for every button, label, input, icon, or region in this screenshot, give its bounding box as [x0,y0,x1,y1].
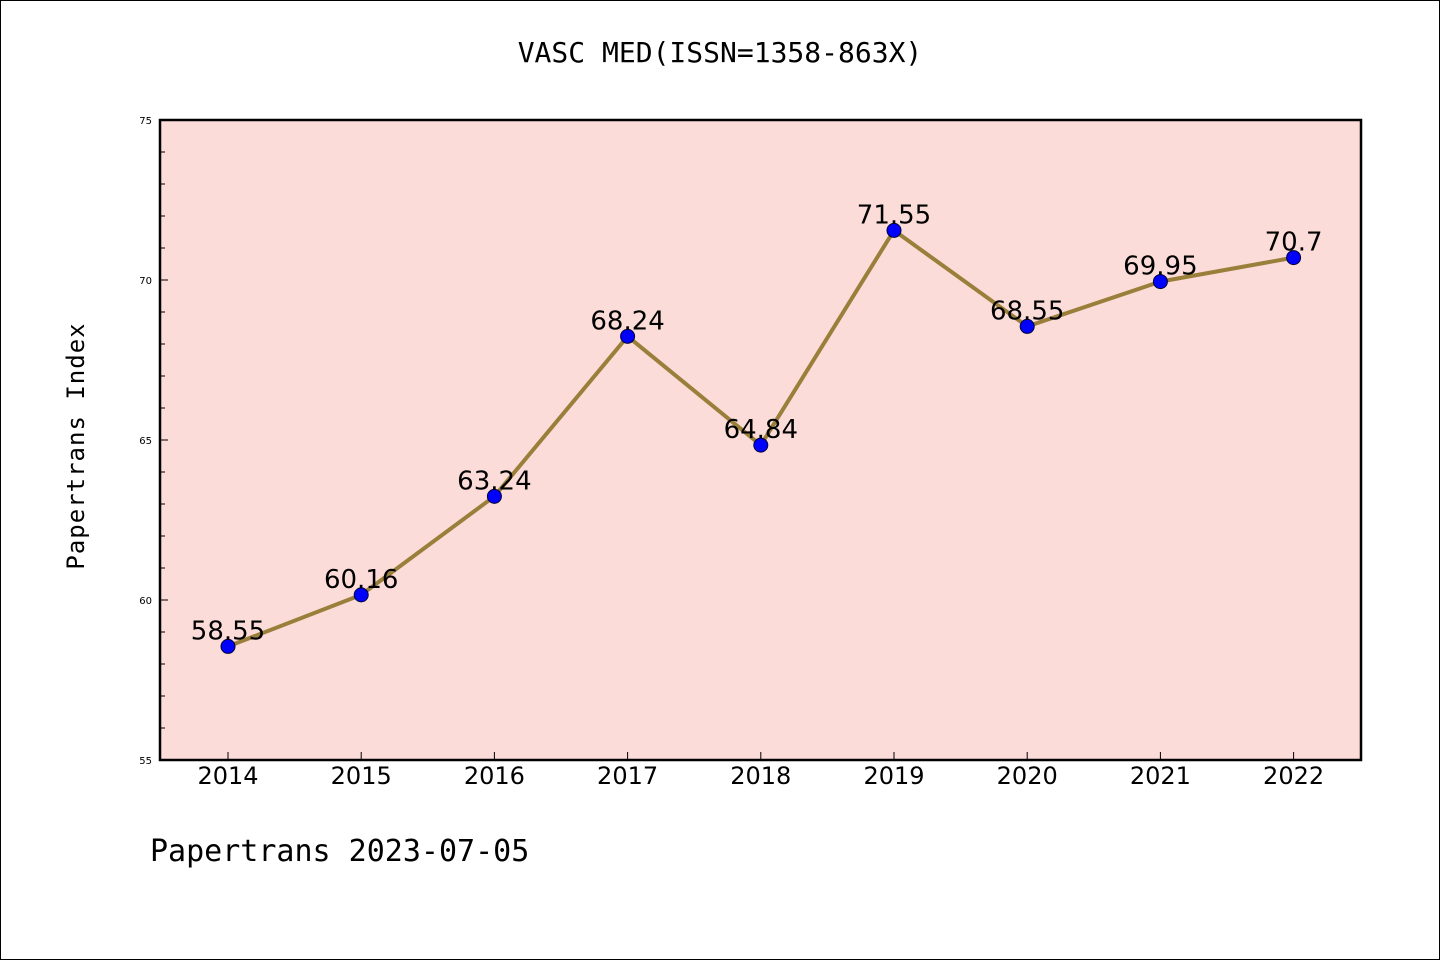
x-axis: 2014 2015 2016 2017 2018 2019 2020 2021 2022 [197,752,1324,790]
data-label: 63.24 [457,466,531,496]
data-point [753,437,769,453]
y-tick-label: 75 [139,116,152,127]
x-tick-label: 2020 [997,762,1058,790]
data-point [886,222,902,238]
x-tick-label: 2022 [1263,762,1324,790]
data-point [486,488,502,504]
data-label: 64.84 [724,415,798,445]
data-label: 68.55 [990,296,1064,326]
y-tick-label: 60 [139,596,152,607]
data-point [1152,274,1168,290]
chart-title: VASC MED(ISSN=1358-863X) [517,36,923,69]
data-label: 58.55 [191,616,265,646]
data-labels-group: 58.55 60.16 63.24 68.24 64.84 71.55 68.55 69.95… [191,200,1323,646]
data-point [620,328,636,344]
data-point [353,587,369,603]
data-label: 60.16 [324,565,398,595]
data-label: 69.95 [1123,252,1197,282]
data-label: 68.24 [590,306,664,336]
x-tick-label: 2015 [331,762,392,790]
y-axis: 55 60 65 70 75 [139,116,168,767]
data-point [1019,318,1035,334]
x-tick-label: 2018 [730,762,791,790]
data-label: 71.55 [857,200,931,230]
x-tick-label: 2014 [197,762,258,790]
data-label: 70.7 [1265,228,1323,258]
y-tick-label: 70 [139,276,152,287]
x-tick-label: 2016 [464,762,525,790]
data-point [220,638,236,654]
x-tick-label: 2019 [863,762,924,790]
markers-group [220,222,1302,654]
y-tick-label: 65 [139,436,152,447]
data-point [1286,250,1302,266]
x-tick-label: 2017 [597,762,658,790]
footer-text: Papertrans 2023-07-05 [150,834,530,869]
y-tick-label: 55 [139,756,152,767]
plot-border [158,118,1363,762]
x-tick-label: 2021 [1130,762,1191,790]
